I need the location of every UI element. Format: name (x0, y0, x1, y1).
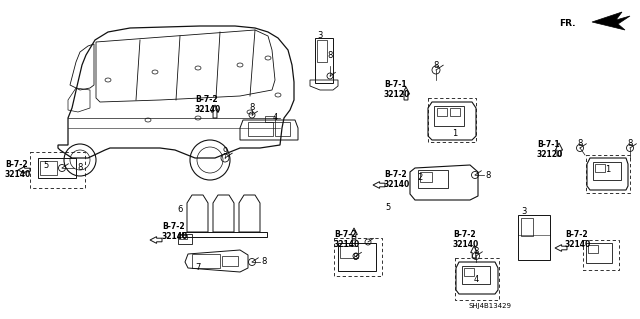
Text: 8: 8 (250, 102, 255, 112)
Text: FR.: FR. (559, 19, 576, 28)
Bar (450, 108, 460, 116)
Text: B-7-2
32140: B-7-2 32140 (5, 160, 31, 179)
Ellipse shape (195, 66, 201, 70)
Bar (420, 172, 432, 182)
Text: B-7-2
32140: B-7-2 32140 (453, 230, 479, 249)
Bar (275, 122, 290, 136)
Bar (248, 122, 273, 136)
Bar (434, 106, 464, 126)
Text: 4: 4 (273, 113, 278, 122)
Bar (317, 40, 327, 62)
Ellipse shape (265, 56, 271, 60)
Bar (595, 164, 605, 172)
Bar (30, 152, 85, 188)
Text: B-7-2
32140: B-7-2 32140 (384, 170, 410, 189)
Bar (192, 254, 220, 268)
Text: B-7-1
32120: B-7-1 32120 (384, 80, 410, 100)
Bar (521, 218, 533, 236)
Text: B-7-2
32140: B-7-2 32140 (195, 95, 221, 115)
Text: 7: 7 (195, 263, 201, 272)
Ellipse shape (275, 93, 281, 97)
Bar (437, 108, 447, 116)
Bar (418, 170, 448, 188)
Bar (315, 38, 333, 83)
Text: 8: 8 (352, 254, 358, 263)
Text: 8: 8 (433, 61, 438, 70)
Bar (265, 116, 275, 122)
Text: 9: 9 (222, 146, 228, 155)
Bar (583, 240, 619, 270)
Ellipse shape (152, 70, 158, 74)
Bar (518, 215, 550, 260)
Text: 8: 8 (485, 170, 491, 180)
Text: 3: 3 (522, 207, 527, 217)
Text: B-7-1
32120: B-7-1 32120 (537, 140, 563, 160)
Text: 8: 8 (474, 248, 479, 256)
Bar (179, 235, 187, 239)
Bar (40, 161, 57, 175)
Bar (593, 162, 621, 180)
Bar (338, 243, 376, 271)
Text: B-7-2
32140: B-7-2 32140 (565, 230, 591, 249)
Text: 3: 3 (317, 32, 323, 41)
Bar (586, 243, 612, 263)
Text: SHJ4B13429: SHJ4B13429 (468, 303, 511, 309)
Text: 6: 6 (177, 205, 182, 214)
Text: 1: 1 (452, 129, 458, 137)
Text: 5: 5 (385, 203, 390, 211)
Text: 8: 8 (261, 257, 267, 266)
Polygon shape (592, 12, 630, 30)
Bar (464, 268, 474, 276)
Ellipse shape (195, 116, 201, 120)
Bar (462, 266, 490, 284)
Text: 8: 8 (327, 50, 333, 60)
Text: 1: 1 (605, 166, 611, 174)
Text: 8: 8 (577, 138, 582, 147)
Bar (428, 98, 476, 142)
Text: B-7-2
32140: B-7-2 32140 (334, 230, 360, 249)
Bar (178, 234, 192, 244)
Bar (340, 246, 358, 258)
Bar (455, 258, 499, 300)
Ellipse shape (247, 110, 253, 114)
Text: B-7-2
32140: B-7-2 32140 (162, 222, 188, 241)
Text: 8: 8 (627, 138, 633, 147)
Text: 4: 4 (474, 276, 479, 285)
Bar (588, 245, 598, 253)
Bar (334, 238, 382, 276)
Text: 8: 8 (77, 164, 83, 173)
Ellipse shape (145, 118, 151, 122)
Ellipse shape (237, 63, 243, 67)
Bar (38, 158, 76, 178)
Bar (586, 155, 630, 193)
Bar (222, 256, 238, 266)
Text: 2: 2 (417, 174, 422, 182)
Ellipse shape (105, 78, 111, 82)
Text: 5: 5 (44, 160, 49, 169)
